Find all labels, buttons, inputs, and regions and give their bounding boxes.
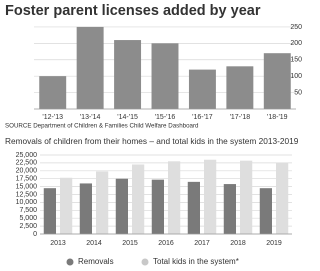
legend-label: Removals xyxy=(78,257,114,266)
x-tick-label: '14-'15 xyxy=(117,114,138,121)
bar xyxy=(132,164,145,234)
y-tick-label: 17,500 xyxy=(16,176,38,183)
x-tick-label: 2018 xyxy=(230,240,246,247)
x-tick-label: '16-'17 xyxy=(192,114,213,121)
y-tick-label: 2,500 xyxy=(19,223,37,230)
x-tick-label: 2019 xyxy=(266,240,282,247)
bar xyxy=(187,181,200,234)
x-tick-label: 2016 xyxy=(158,240,174,247)
y-tick-label: 250 xyxy=(290,24,302,31)
source-note: SOURCE Department of Children & Families… xyxy=(5,123,199,130)
x-tick-label: '13-'14 xyxy=(80,114,101,121)
bar xyxy=(79,183,92,234)
bar xyxy=(60,177,73,234)
bar xyxy=(226,66,254,109)
bar xyxy=(115,178,128,234)
x-tick-label: 2015 xyxy=(122,240,138,247)
legend-label: Total kids in the system* xyxy=(153,257,239,266)
legend-swatch xyxy=(66,258,74,266)
bar xyxy=(96,171,109,234)
bar xyxy=(43,188,56,234)
chart-title: Removals of children from their homes – … xyxy=(5,136,299,146)
bar xyxy=(151,43,179,109)
bar xyxy=(240,160,253,234)
y-tick-label: 200 xyxy=(290,40,302,47)
x-tick-label: '17-'18 xyxy=(230,114,251,121)
y-tick-label: 150 xyxy=(290,57,302,64)
legend-swatch xyxy=(141,258,149,266)
bar xyxy=(188,69,216,109)
y-tick-label: 25,000 xyxy=(16,152,38,159)
x-tick-label: '18-'19 xyxy=(267,114,288,121)
y-tick-label: 7,500 xyxy=(19,207,37,214)
y-tick-label: 100 xyxy=(290,73,302,80)
bar xyxy=(114,40,142,109)
bar xyxy=(263,53,291,109)
y-tick-label: 12,500 xyxy=(16,191,38,198)
bar xyxy=(76,26,104,109)
y-tick-label: 15,000 xyxy=(16,183,38,190)
page: Foster parent licenses added by year 50 10… xyxy=(5,3,302,266)
x-tick-label: '12-'13 xyxy=(42,114,63,121)
y-tick-label: 20,000 xyxy=(16,168,38,175)
y-tick-label: 5,000 xyxy=(19,215,37,222)
y-tick-label: 22,500 xyxy=(16,160,38,167)
chart-title: Foster parent licenses added by year xyxy=(5,3,261,19)
bar xyxy=(259,188,272,234)
bar xyxy=(223,184,236,234)
y-tick-label: 10,000 xyxy=(16,199,38,206)
bar xyxy=(276,162,289,234)
x-tick-label: 2013 xyxy=(50,240,66,247)
y-tick-label: 50 xyxy=(294,89,302,96)
x-tick-label: 2017 xyxy=(194,240,210,247)
bar xyxy=(151,179,164,234)
bar xyxy=(168,161,181,234)
y-tick-label: 0 xyxy=(33,231,37,238)
x-tick-label: 2014 xyxy=(86,240,102,247)
x-tick-label: '15-'16 xyxy=(155,114,176,121)
bar xyxy=(204,159,217,234)
bar xyxy=(39,76,67,109)
